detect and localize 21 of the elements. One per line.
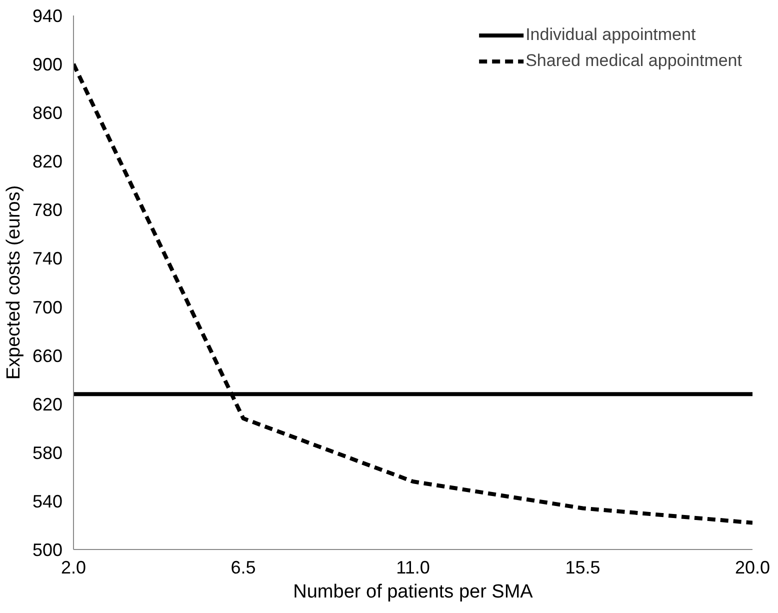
y-axis-title: Expected costs (euros) — [3, 185, 24, 380]
y-tick-label: 660 — [32, 346, 63, 366]
legend-label: Shared medical appointment — [526, 51, 742, 71]
legend-label: Individual appointment — [526, 25, 696, 45]
x-tick-label: 6.5 — [230, 558, 256, 578]
x-tick-label: 20.0 — [734, 558, 770, 578]
y-tick-label: 500 — [32, 540, 63, 560]
x-tick-label: 2.0 — [60, 558, 86, 578]
y-tick-label: 820 — [32, 152, 63, 172]
y-tick-label: 860 — [32, 103, 63, 124]
y-tick-label: 900 — [32, 54, 63, 75]
y-tick-label: 940 — [32, 6, 63, 26]
x-tick-label: 15.5 — [565, 558, 600, 578]
y-tick-label: 780 — [32, 200, 63, 220]
y-tick-label: 740 — [32, 248, 63, 269]
y-tick-label: 540 — [32, 491, 63, 512]
y-tick-label: 620 — [32, 394, 63, 414]
x-tick-label: 11.0 — [396, 558, 430, 578]
y-tick-label: 700 — [32, 297, 63, 318]
y-tick-label: 580 — [32, 442, 63, 463]
x-axis-title: Number of patients per SMA — [293, 582, 534, 602]
